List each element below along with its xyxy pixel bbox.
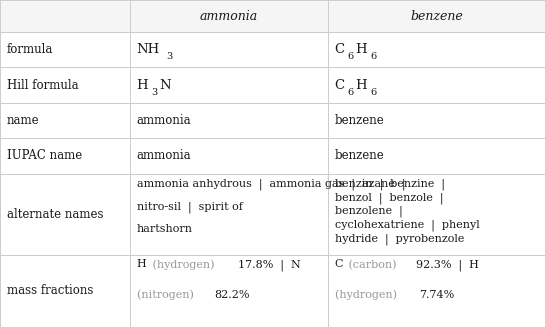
Text: H: H: [356, 43, 367, 56]
Text: benzolene  |: benzolene |: [335, 206, 402, 217]
Text: C: C: [335, 260, 343, 269]
Text: 92.3%  |  H: 92.3% | H: [416, 260, 480, 271]
Text: ammonia: ammonia: [137, 149, 191, 163]
Text: ammonia: ammonia: [137, 114, 191, 127]
Text: C: C: [335, 43, 344, 56]
Text: benzol  |  benzole  |: benzol | benzole |: [335, 192, 443, 203]
Text: ammonia: ammonia: [200, 9, 258, 23]
Text: nitro-sil  |  spirit of: nitro-sil | spirit of: [137, 201, 243, 213]
Text: hartshorn: hartshorn: [137, 224, 192, 234]
Text: 6: 6: [348, 88, 354, 97]
Text: 7.74%: 7.74%: [419, 290, 455, 300]
Text: benzene: benzene: [410, 9, 463, 23]
Text: N: N: [160, 79, 171, 92]
Bar: [0, 0, 545, 32]
Text: alternate names: alternate names: [7, 208, 103, 221]
Text: 17.8%  |  N: 17.8% | N: [238, 260, 301, 271]
Text: (hydrogen): (hydrogen): [335, 290, 400, 300]
Text: NH: NH: [137, 43, 160, 56]
Text: IUPAC name: IUPAC name: [7, 149, 82, 163]
Text: H: H: [137, 260, 146, 269]
Text: cyclohexatriene  |  phenyl: cyclohexatriene | phenyl: [335, 220, 479, 231]
Text: (carbon): (carbon): [346, 260, 401, 270]
Text: benzene: benzene: [335, 114, 384, 127]
Text: H: H: [356, 79, 367, 92]
Text: H: H: [137, 79, 148, 92]
Text: Hill formula: Hill formula: [7, 79, 78, 92]
Text: (nitrogen): (nitrogen): [137, 290, 197, 300]
Text: name: name: [7, 114, 39, 127]
Text: 3: 3: [152, 88, 158, 97]
Text: benzene: benzene: [335, 149, 384, 163]
Text: 6: 6: [371, 88, 377, 97]
Text: hydride  |  pyrobenzole: hydride | pyrobenzole: [335, 233, 464, 245]
Text: ammonia anhydrous  |  ammonia gas  |  azane  |: ammonia anhydrous | ammonia gas | azane …: [137, 178, 405, 190]
Text: benzin  |  benzine  |: benzin | benzine |: [335, 178, 445, 190]
Text: 6: 6: [348, 53, 354, 61]
Text: 6: 6: [371, 53, 377, 61]
Text: (hydrogen): (hydrogen): [149, 260, 218, 270]
Text: 82.2%: 82.2%: [214, 290, 250, 300]
Text: C: C: [335, 79, 344, 92]
Text: formula: formula: [7, 43, 53, 56]
Text: mass fractions: mass fractions: [7, 284, 93, 298]
Text: 3: 3: [167, 53, 173, 61]
